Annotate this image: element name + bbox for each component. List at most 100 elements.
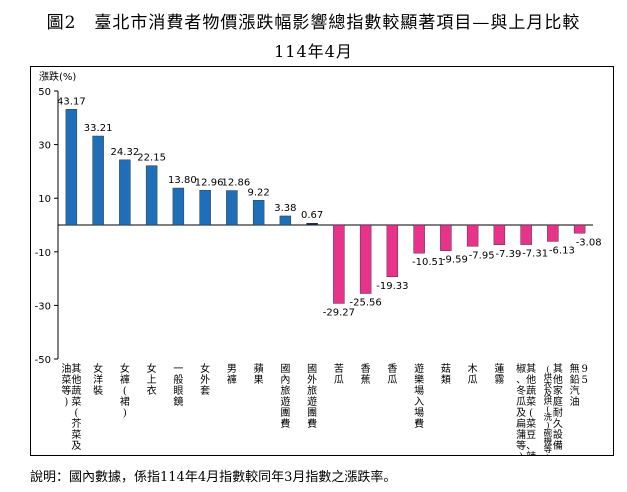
chart-title: 圖2 臺北市消費者物價漲跌幅影響總指數較顯著項目—與上月比較 [46,13,581,33]
category-label: 扁 [516,417,526,430]
bar [547,224,559,242]
category-label: 菜 [71,396,81,408]
category-label: 外 [200,374,210,386]
category-label: 費 [280,417,290,430]
category-label: 入 [414,397,424,408]
category-label: 國 [307,363,317,375]
category-label: 菜 [61,374,71,386]
value-label: -9.59 [442,255,468,266]
category-label: 9 [581,364,587,375]
category-label: 家 [553,384,563,397]
category-label: 女 [120,362,130,375]
bar [466,224,479,247]
category-label: 團 [307,407,317,419]
category-label: 遊 [307,395,317,408]
category-label: 外 [307,374,317,386]
category-label: 國 [280,363,290,375]
value-label: -29.27 [323,307,355,318]
category-label: 豆 [526,429,536,441]
category-labels: 其他蔬菜(芥菜及油菜等)女洋裝女褲(裙)女上衣一般眼鏡女外套男褲蘋果國內旅遊團費… [61,362,587,455]
category-label: ) [123,408,127,419]
value-label: 12.96 [195,177,224,188]
category-label: 其 [71,363,81,375]
category-label: ( [546,404,549,415]
category-label: 其 [526,363,536,375]
category-label: ( [123,386,127,397]
category-label: 及 [516,407,526,419]
category-label: 他 [553,373,563,386]
category-label: 裝 [93,384,103,397]
category-label: 裙 [120,395,130,408]
category-label: 瓜 [468,374,478,386]
category-label: 香 [387,363,397,375]
bar [119,159,131,226]
y-tick-label: 50 [38,87,51,98]
category-label: 男 [227,363,237,375]
value-label: 0.67 [301,210,323,221]
bar [252,200,265,226]
category-label: 一 [173,364,183,375]
category-label: ) [546,420,549,431]
category-label: 庭 [553,395,563,408]
category-label: 及 [71,440,81,452]
category-label: 蓮 [494,362,504,375]
category-label: ( [546,364,549,375]
value-label: -6.13 [549,245,575,256]
category-label: ( [529,408,533,419]
axes: 50 30 10 -10 -30 -50 [35,87,593,366]
bar-chart: 漲跌(%) 50 30 10 -10 -30 -50 43.17 33.21 24.3222.… [35,70,602,455]
value-label: 13.80 [168,175,197,186]
category-label: 蕉 [361,374,371,386]
value-label: -10.51 [412,257,444,268]
category-label: 等 [61,384,71,397]
bars [65,109,586,304]
category-label: 遊 [414,362,424,375]
category-label: ( [74,408,78,419]
bar [413,224,425,254]
chart-subtitle: 114年4月 [274,42,353,61]
category-label: 褲 [227,373,237,386]
bar [440,224,452,251]
category-label: 團 [280,407,290,419]
category-label: 費 [414,417,424,430]
chart-frame: 漲跌(%) 50 30 10 -10 -30 -50 43.17 33.21 24.32 22.… [30,66,614,456]
category-label: 蘋 [254,363,264,375]
category-label: 果 [254,374,264,386]
category-label: 備 [553,439,563,452]
y-axis-label: 漲跌(%) [39,70,76,83]
category-label: 旅 [280,384,290,397]
category-label: 洋 [93,373,103,386]
bar [279,215,292,226]
category-label: 油 [61,362,71,375]
category-label: 耐 [553,406,563,419]
category-label: 等 [516,439,526,452]
bar [226,190,238,226]
category-label: 洗 [544,412,553,423]
y-tick-label: -50 [35,355,51,366]
category-label: 設 [553,428,563,441]
category-label: 女 [93,362,103,375]
category-label: 香 [361,363,371,375]
bar [493,224,506,246]
category-label: 蒲 [516,428,526,441]
category-label: 內 [280,374,290,386]
category-label: 菜 [526,396,536,408]
category-label: 般 [173,373,183,386]
value-label: 3.38 [274,203,296,214]
category-label: 費 [307,417,317,430]
bar [172,187,185,226]
category-label: 遊 [280,395,290,408]
category-label: 場 [414,384,424,397]
category-label: 旅 [307,384,317,397]
category-label: 椒 [516,362,526,375]
category-label: 等 [544,444,553,455]
y-tick-label: 30 [38,141,51,152]
category-label: 及 [544,389,553,399]
value-label: 12.86 [222,178,251,189]
category-label: 、 [516,375,526,386]
category-label: ) [546,452,549,455]
category-label: 菜 [526,418,536,430]
category-label: 其 [553,363,563,375]
category-label: 菇 [441,362,451,375]
